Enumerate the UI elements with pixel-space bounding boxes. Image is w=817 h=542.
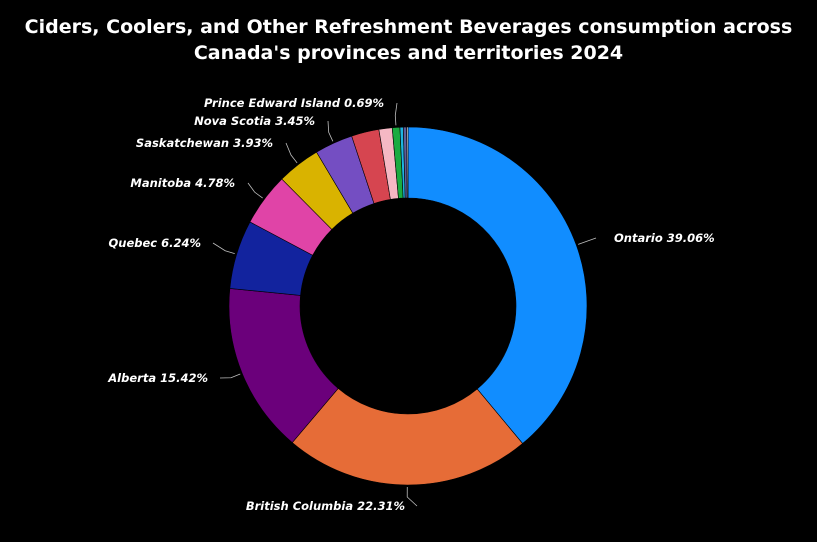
leader-line-manitoba [247,182,263,199]
data-label-alberta: Alberta 15.42% [107,371,208,385]
slice-ontario[interactable] [407,126,588,444]
data-label-british-columbia: British Columbia 22.31% [246,499,405,513]
data-label-prince-edward-island: Prince Edward Island 0.69% [204,96,384,110]
leader-line-alberta [219,373,241,379]
leader-line-saskatchewan [285,142,298,164]
slice-small-12[interactable] [406,126,409,199]
data-label-quebec: Quebec 6.24% [108,236,201,250]
data-label-nova-scotia: Nova Scotia 3.45% [194,114,315,128]
data-label-saskatchewan: Saskatchewan 3.93% [136,136,273,150]
chart-title-line-1: Ciders, Coolers, and Other Refreshment B… [24,16,793,38]
data-label-ontario: Ontario 39.06% [614,231,715,245]
chart-title-line-2: Canada's provinces and territories 2024 [193,42,624,64]
leader-line-british-columbia [406,486,418,507]
chart-title: Ciders, Coolers, and Other Refreshment B… [0,14,817,66]
leader-line-nova-scotia [327,120,334,142]
leader-line-ontario [578,237,597,245]
leader-line-prince-edward-island [394,102,398,126]
slice-british-columbia[interactable] [291,387,524,486]
leader-line-quebec [212,242,235,255]
data-label-manitoba: Manitoba 4.78% [130,176,235,190]
